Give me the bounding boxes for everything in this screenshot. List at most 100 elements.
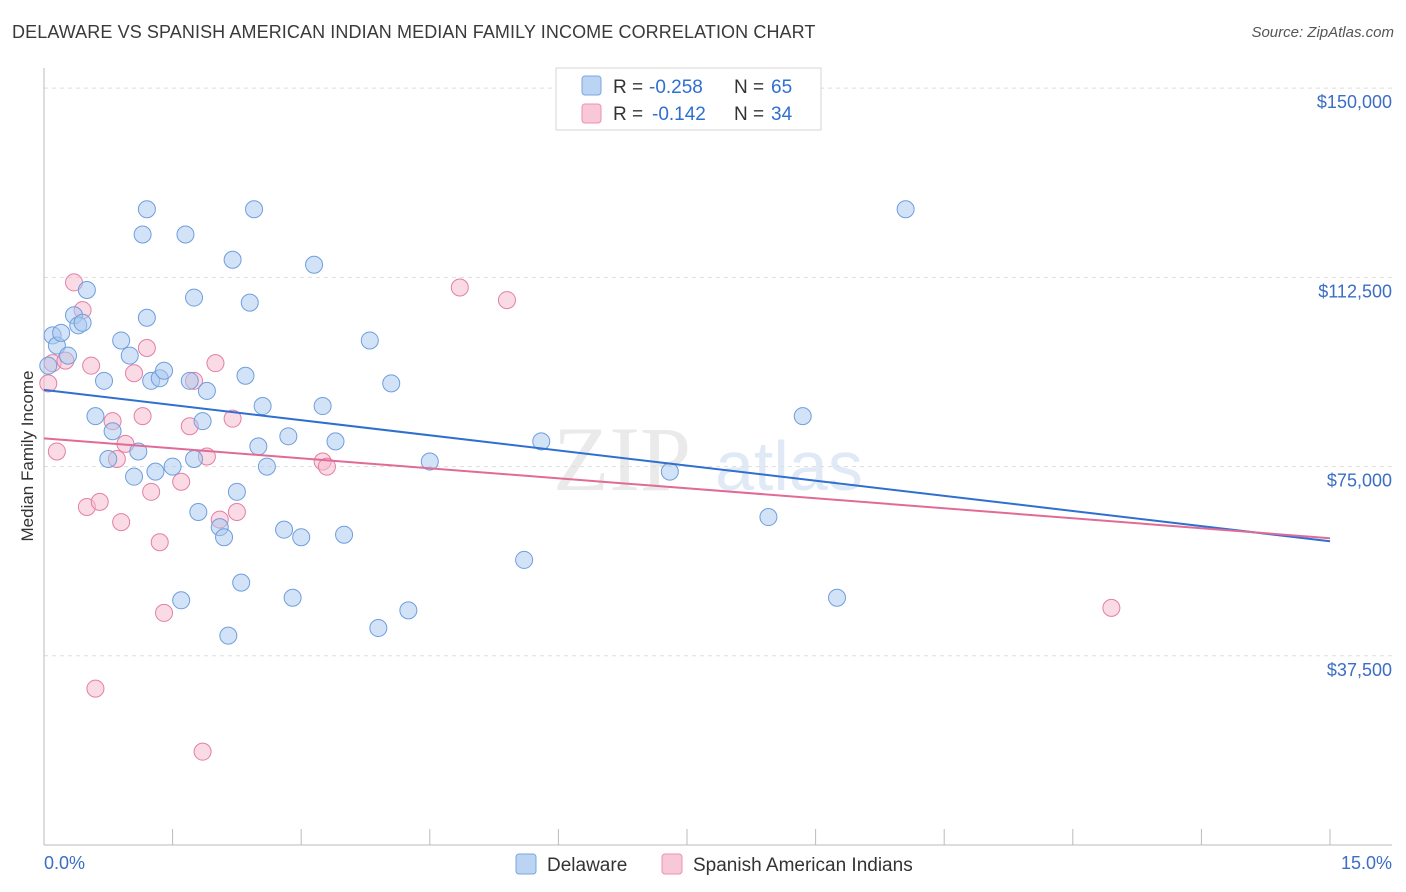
delaware-point-14 bbox=[120, 346, 139, 365]
delaware-point-8 bbox=[77, 281, 96, 299]
delaware-point-42 bbox=[253, 397, 272, 416]
delaware-point-0 bbox=[39, 356, 58, 375]
chart-title: DELAWARE VS SPANISH AMERICAN INDIAN MEDI… bbox=[12, 22, 816, 42]
chart-source: Source: ZipAtlas.com bbox=[1251, 24, 1394, 41]
stats-legend-n-label-delaware: N = bbox=[734, 77, 764, 98]
spanish-american-indians-point-9 bbox=[90, 492, 109, 511]
delaware-point-57 bbox=[420, 452, 439, 471]
legend-label-spanish: Spanish American Indians bbox=[693, 855, 913, 876]
y-axis-title: Median Family Income bbox=[18, 370, 37, 541]
delaware-point-55 bbox=[382, 374, 401, 393]
delaware-point-4 bbox=[59, 346, 78, 365]
delaware-point-37 bbox=[232, 573, 251, 592]
spanish-american-indians-point-17 bbox=[142, 482, 161, 501]
spanish-american-indians-point-0 bbox=[39, 374, 58, 393]
delaware-point-60 bbox=[660, 462, 679, 481]
delaware-point-24 bbox=[163, 457, 182, 476]
delaware-point-13 bbox=[112, 331, 131, 350]
watermark-zip: ZIP bbox=[553, 408, 691, 510]
stats-legend: R = -0.258 N = 65 R = -0.142 N = 34 bbox=[555, 67, 822, 131]
delaware-point-11 bbox=[99, 450, 118, 469]
delaware-point-31 bbox=[193, 412, 212, 431]
delaware-point-7 bbox=[73, 313, 92, 332]
x-tick-label-max: 15.0% bbox=[1341, 853, 1392, 873]
stats-legend-n-value-spanish: 34 bbox=[771, 104, 793, 125]
trend-lines bbox=[43, 388, 1331, 543]
stats-legend-r-value-spanish: -0.142 bbox=[652, 104, 706, 125]
delaware-point-32 bbox=[197, 381, 216, 400]
watermark: ZIP atlas bbox=[553, 408, 863, 510]
delaware-point-3 bbox=[52, 323, 71, 342]
delaware-point-38 bbox=[223, 250, 242, 269]
delaware-point-64 bbox=[896, 200, 915, 219]
y-tick-label-0: $37,500 bbox=[1327, 660, 1392, 680]
x-ticks bbox=[43, 829, 1331, 845]
spanish-american-indians-point-20 bbox=[172, 472, 191, 491]
spanish-american-indians-point-2 bbox=[47, 442, 66, 461]
delaware-point-62 bbox=[793, 407, 812, 426]
delaware-point-47 bbox=[283, 588, 302, 607]
spanish-american-indians-point-31 bbox=[450, 278, 469, 297]
delaware-point-48 bbox=[292, 528, 311, 547]
delaware-point-16 bbox=[129, 442, 148, 461]
delaware-point-44 bbox=[257, 457, 276, 476]
y-tick-label-1: $75,000 bbox=[1327, 471, 1392, 491]
delaware-point-20 bbox=[133, 225, 152, 244]
delaware-point-34 bbox=[215, 528, 234, 547]
delaware-point-21 bbox=[137, 200, 156, 219]
delaware-point-39 bbox=[240, 293, 259, 312]
delaware-point-23 bbox=[155, 361, 174, 380]
y-tick-label-3: $150,000 bbox=[1317, 92, 1392, 112]
delaware-point-53 bbox=[360, 331, 379, 350]
delaware-point-58 bbox=[515, 550, 534, 569]
stats-legend-swatch-delaware bbox=[581, 75, 602, 96]
delaware-point-17 bbox=[137, 308, 156, 327]
delaware-point-26 bbox=[180, 371, 199, 390]
spanish-american-indians-point-8 bbox=[86, 679, 105, 698]
y-tick-labels: $37,500 $75,000 $112,500 $150,000 bbox=[1317, 92, 1392, 680]
spanish-american-indians-point-15 bbox=[133, 407, 152, 426]
spanish-american-indians-point-33 bbox=[1102, 598, 1121, 617]
delaware-point-15 bbox=[125, 467, 144, 486]
delaware-point-40 bbox=[245, 200, 264, 219]
stats-legend-swatch-spanish bbox=[581, 103, 602, 124]
legend-label-delaware: Delaware bbox=[547, 855, 627, 876]
delaware-point-29 bbox=[176, 225, 195, 244]
delaware-point-9 bbox=[86, 407, 105, 426]
delaware-point-52 bbox=[335, 525, 354, 544]
y-tick-label-2: $112,500 bbox=[1318, 281, 1392, 301]
delaware-point-36 bbox=[227, 482, 246, 501]
spanish-american-indians-point-28 bbox=[227, 503, 246, 521]
legend-swatch-spanish bbox=[661, 853, 683, 875]
spanish-american-indians-point-18 bbox=[150, 533, 169, 552]
delaware-point-50 bbox=[313, 397, 332, 416]
spanish-american-indians-point-16 bbox=[137, 339, 156, 358]
delaware-point-12 bbox=[103, 422, 122, 441]
spanish-american-indians-point-32 bbox=[497, 291, 516, 310]
delaware-point-49 bbox=[305, 255, 324, 274]
stats-legend-n-value-delaware: 65 bbox=[771, 77, 792, 98]
stats-legend-r-label-spanish: R = bbox=[613, 104, 643, 125]
delaware-point-45 bbox=[275, 520, 294, 539]
spanish-american-indians-point-7 bbox=[82, 356, 101, 375]
delaware-point-43 bbox=[249, 437, 268, 456]
watermark-atlas: atlas bbox=[715, 427, 863, 505]
delaware-point-63 bbox=[828, 588, 847, 607]
spanish-american-indians-point-14 bbox=[125, 364, 144, 383]
delaware-point-28 bbox=[189, 503, 208, 521]
stats-legend-r-label-delaware: R = bbox=[613, 77, 643, 98]
x-tick-label-min: 0.0% bbox=[44, 853, 85, 873]
spanish-american-indians-trend-line bbox=[43, 437, 1331, 540]
stats-legend-n-label-spanish: N = bbox=[734, 104, 764, 125]
delaware-point-51 bbox=[326, 432, 345, 451]
spanish-american-indians-point-30 bbox=[317, 457, 336, 476]
delaware-point-54 bbox=[369, 619, 388, 638]
delaware-point-59 bbox=[532, 432, 551, 451]
spanish-american-indians-point-12 bbox=[112, 513, 131, 532]
series-legend: Delaware Spanish American Indians bbox=[515, 853, 913, 876]
spanish-american-indians-point-25 bbox=[206, 354, 225, 373]
stats-legend-r-value-delaware: -0.258 bbox=[649, 77, 703, 98]
spanish-american-indians-point-19 bbox=[155, 603, 174, 622]
series-delaware-points bbox=[39, 200, 915, 645]
delaware-point-56 bbox=[399, 601, 418, 620]
